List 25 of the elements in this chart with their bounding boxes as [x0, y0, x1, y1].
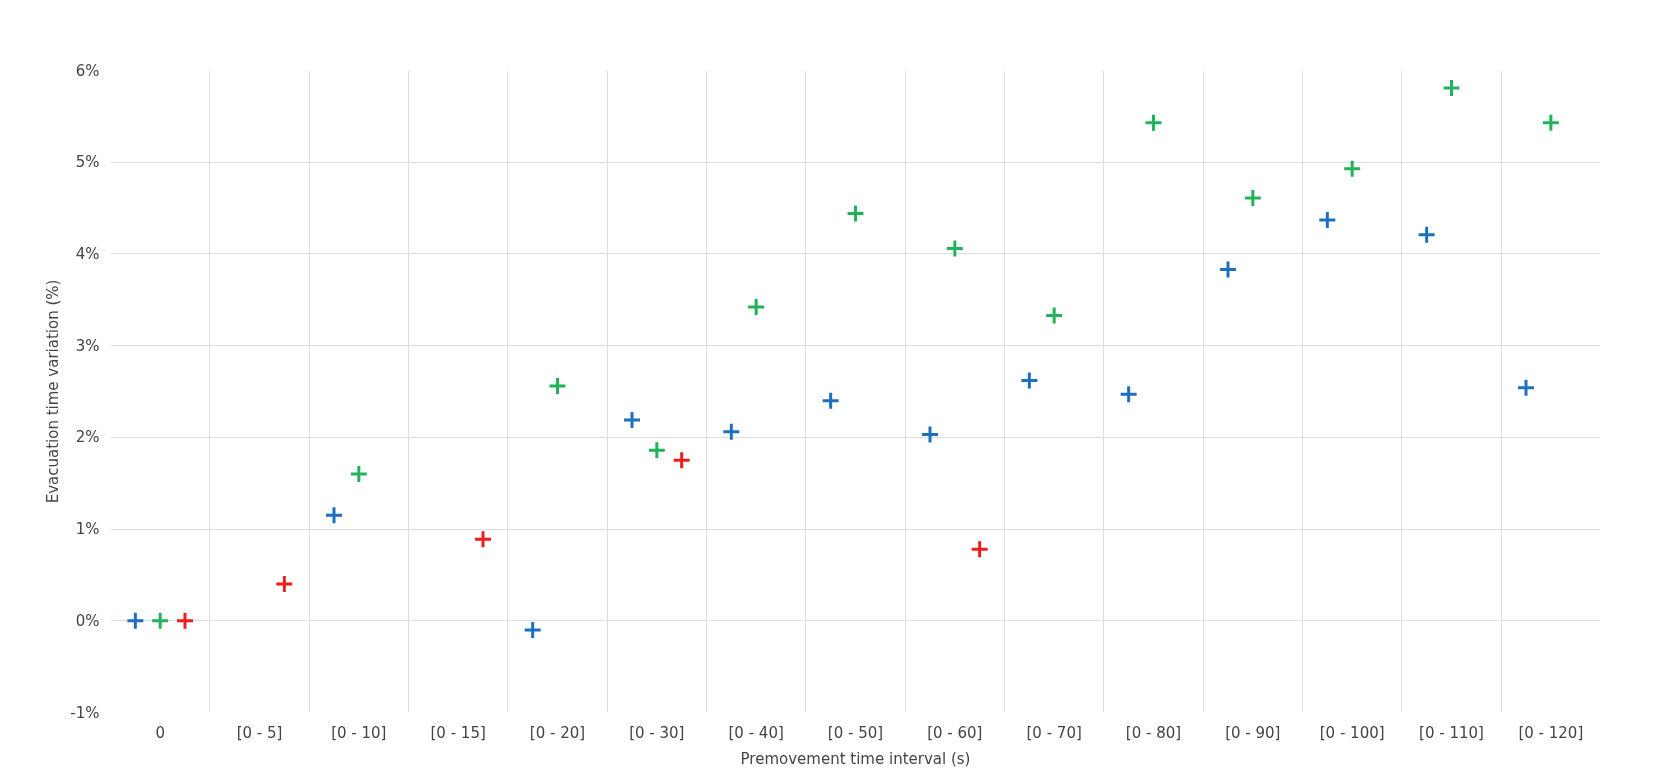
- x-tick-label: [0 - 40]: [728, 723, 784, 742]
- x-tick-label: [0 - 60]: [927, 723, 983, 742]
- x-tick-label: [0 - 70]: [1026, 723, 1082, 742]
- x-tick-label: 0: [155, 723, 165, 742]
- y-axis-title: Evacuation time variation (%): [44, 279, 63, 504]
- y-tick-label: 2%: [75, 428, 100, 447]
- x-tick-label: [0 - 20]: [529, 723, 586, 742]
- y-tick-label: 6%: [75, 61, 100, 80]
- x-tick-label: [0 - 80]: [1125, 723, 1182, 742]
- x-tick-label: [0 - 120]: [1518, 723, 1584, 742]
- y-tick-label: 3%: [75, 336, 100, 355]
- x-axis-title: Premovement time interval (s): [740, 749, 971, 768]
- x-tick-label: [0 - 15]: [430, 723, 486, 742]
- y-tick-label: 5%: [75, 153, 100, 172]
- x-tick-label: [0 - 100]: [1319, 723, 1385, 742]
- x-tick-label: [0 - 50]: [827, 723, 884, 742]
- x-tick-label: [0 - 30]: [629, 723, 685, 742]
- x-tick-label: [0 - 10]: [331, 723, 387, 742]
- y-tick-label: 1%: [75, 520, 100, 539]
- x-tick-label: [0 - 110]: [1419, 723, 1484, 742]
- y-tick-label: 4%: [75, 244, 100, 263]
- y-tick-label: 0%: [75, 611, 100, 630]
- x-tick-label: [0 - 90]: [1225, 723, 1281, 742]
- x-tick-label: [0 - 5]: [236, 723, 283, 742]
- y-tick-label: -1%: [70, 703, 100, 722]
